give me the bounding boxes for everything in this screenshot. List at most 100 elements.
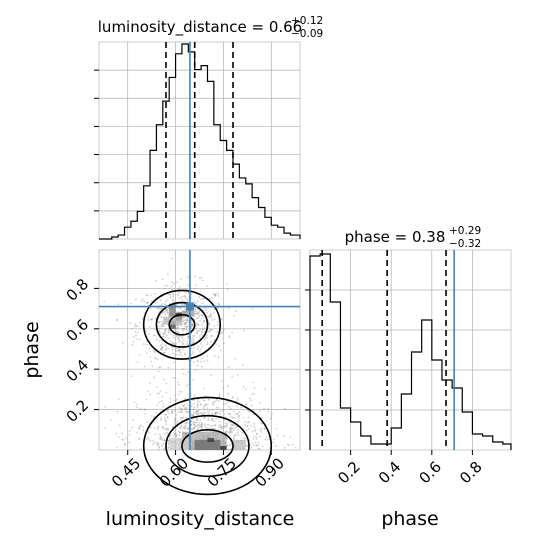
scatter-point [184, 296, 187, 298]
scatter-point [192, 414, 195, 417]
scatter-point [186, 427, 189, 430]
scatter-point [223, 426, 226, 429]
scatter-point [195, 313, 197, 316]
scatter-point [198, 315, 200, 318]
scatter-point [176, 294, 179, 297]
scatter-point [217, 294, 220, 297]
scatter-point [217, 428, 220, 431]
scatter-point [135, 406, 138, 409]
scatter-point [174, 343, 177, 346]
scatter-point [214, 412, 217, 415]
scatter-point [220, 426, 223, 429]
scatter-point [240, 406, 243, 409]
scatter-point [192, 350, 194, 353]
scatter-point [177, 330, 180, 333]
scatter-point [222, 330, 225, 333]
scatter-point [167, 366, 170, 369]
scatter-point [166, 416, 169, 419]
scatter-point [171, 295, 174, 298]
scatter-point [191, 337, 194, 340]
scatter-point [167, 442, 170, 445]
scatter-point [193, 424, 196, 426]
scatter-point [202, 399, 205, 402]
scatter-point [196, 364, 199, 367]
contour-line [181, 428, 234, 463]
scatter-point [195, 410, 198, 413]
scatter-point [161, 395, 164, 398]
scatter-point [226, 431, 229, 434]
scatter-point [165, 308, 168, 311]
scatter-point [169, 296, 172, 299]
scatter-point [249, 399, 252, 402]
scatter-point [182, 405, 185, 408]
scatter-point [229, 431, 232, 434]
scatter-point [135, 334, 137, 337]
scatter-point [192, 352, 195, 355]
panel-joint: 0.45 0.60 0.75 0.90 0.2 0.4 0.6 0.8 luminosity… [21, 249, 301, 530]
scatter-point [253, 392, 255, 395]
scatter-point [175, 281, 178, 284]
scatter-point [167, 311, 170, 314]
scatter-point [182, 416, 185, 419]
scatter-point [196, 316, 198, 319]
joint-y-ticks: 0.2 0.4 0.6 0.8 [63, 275, 99, 426]
scatter-point [165, 300, 167, 303]
scatter-point [160, 320, 163, 323]
scatter-point [182, 404, 184, 407]
scatter-point [153, 350, 156, 353]
scatter-point [251, 393, 254, 396]
phase-title: phase = 0.38 [345, 228, 446, 246]
scatter-point [247, 416, 250, 419]
scatter-point [173, 419, 176, 422]
scatter-point [251, 413, 254, 416]
scatter-point [209, 323, 211, 326]
scatter-point [187, 330, 190, 332]
scatter-point [161, 307, 163, 310]
scatter-point [165, 327, 168, 330]
scatter-point [171, 346, 173, 349]
scatter-point [196, 419, 199, 421]
scatter-point [191, 421, 194, 424]
scatter-point [185, 319, 188, 322]
scatter-point [232, 437, 235, 440]
scatter-point [221, 332, 224, 334]
scatter-point [134, 325, 136, 328]
scatter-point [181, 328, 184, 330]
scatter-point [212, 402, 215, 405]
scatter-point [201, 276, 203, 279]
scatter-point [193, 411, 195, 414]
scatter-point [203, 399, 206, 402]
scatter-point [149, 350, 152, 353]
scatter-point [175, 327, 178, 330]
scatter-point [222, 403, 225, 405]
scatter-point [187, 335, 190, 338]
scatter-point [148, 348, 151, 350]
scatter-point [258, 401, 261, 404]
scatter-point [253, 435, 256, 438]
scatter-point [190, 347, 193, 350]
scatter-point [219, 423, 222, 426]
scatter-point [218, 426, 220, 429]
scatter-point [205, 309, 207, 312]
scatter-point [199, 334, 201, 337]
scatter-point [198, 296, 201, 298]
scatter-point [142, 426, 145, 428]
scatter-point [190, 353, 193, 356]
scatter-point [152, 376, 155, 379]
scatter-point [250, 404, 253, 407]
scatter-point [204, 337, 207, 340]
scatter-point [196, 300, 199, 303]
scatter-point [236, 405, 238, 408]
scatter-point [171, 348, 174, 351]
panel-ld-marginal: luminosity_distance = 0.66 +0.12 −0.09 [94, 15, 323, 240]
scatter-point [214, 424, 217, 427]
scatter-point [185, 411, 188, 414]
scatter-point [147, 316, 150, 319]
scatter-point [150, 300, 153, 303]
scatter-point [257, 441, 260, 444]
scatter-point [197, 410, 200, 412]
scatter-point [128, 430, 131, 432]
scatter-point [222, 409, 224, 412]
scatter-point [216, 324, 219, 326]
scatter-point [171, 257, 174, 260]
